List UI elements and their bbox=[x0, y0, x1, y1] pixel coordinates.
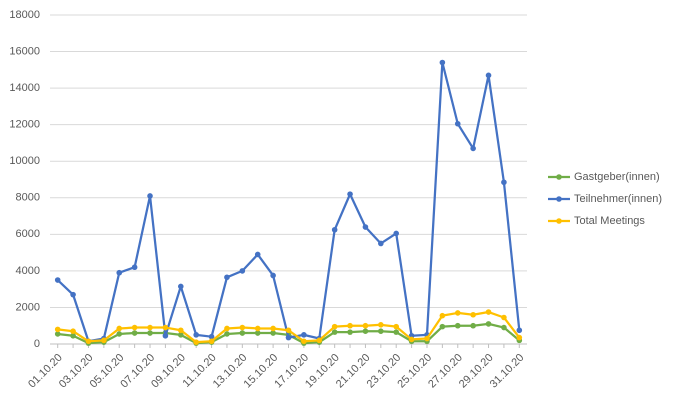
point-marker bbox=[208, 333, 215, 340]
y-tick-label: 14000 bbox=[9, 82, 40, 94]
point-marker bbox=[454, 120, 461, 127]
point-marker bbox=[362, 224, 369, 230]
point-marker bbox=[131, 264, 138, 271]
point-marker bbox=[54, 277, 61, 283]
point-marker bbox=[454, 310, 461, 316]
point-marker bbox=[239, 324, 246, 331]
point-marker bbox=[177, 283, 184, 290]
point-marker bbox=[408, 336, 415, 343]
point-marker bbox=[147, 330, 153, 336]
point-marker bbox=[193, 339, 199, 345]
point-marker bbox=[131, 330, 138, 336]
point-marker bbox=[439, 323, 446, 330]
y-tick-label: 0 bbox=[34, 338, 40, 350]
point-marker bbox=[393, 329, 400, 335]
point-marker bbox=[316, 337, 323, 344]
point-marker bbox=[301, 332, 307, 338]
point-marker bbox=[162, 332, 169, 339]
legend-marker bbox=[556, 196, 562, 202]
point-marker bbox=[116, 325, 123, 332]
point-marker bbox=[362, 328, 369, 335]
point-marker bbox=[331, 323, 338, 330]
point-marker bbox=[193, 332, 199, 338]
x-tick-label: 09.10.20 bbox=[149, 352, 188, 391]
y-tick-label: 6000 bbox=[16, 228, 40, 240]
point-marker bbox=[501, 179, 507, 186]
point-marker bbox=[393, 230, 400, 237]
point-marker bbox=[454, 322, 461, 329]
point-marker bbox=[177, 332, 184, 338]
point-marker bbox=[224, 274, 230, 281]
point-marker bbox=[516, 334, 523, 341]
point-marker bbox=[254, 325, 261, 332]
point-marker bbox=[70, 332, 76, 339]
point-marker bbox=[362, 322, 369, 329]
point-marker bbox=[470, 145, 476, 152]
point-marker bbox=[101, 337, 107, 344]
point-marker bbox=[224, 325, 230, 332]
point-marker bbox=[470, 311, 476, 318]
point-marker bbox=[378, 328, 384, 335]
point-marker bbox=[378, 322, 384, 328]
point-marker bbox=[439, 59, 446, 66]
y-tick-label: 18000 bbox=[9, 9, 40, 21]
point-marker bbox=[70, 328, 76, 335]
point-marker bbox=[470, 322, 476, 329]
point-marker bbox=[270, 272, 276, 279]
point-marker bbox=[254, 251, 261, 258]
point-marker bbox=[54, 326, 61, 333]
point-marker bbox=[54, 331, 61, 337]
legend-label: Total Meetings bbox=[574, 215, 645, 227]
y-tick-label: 16000 bbox=[9, 45, 40, 57]
point-marker bbox=[239, 330, 246, 336]
series-line bbox=[56, 61, 521, 343]
legend-label: Gastgeber(innen) bbox=[574, 171, 660, 183]
point-marker bbox=[347, 329, 353, 335]
point-marker bbox=[254, 330, 261, 336]
point-marker bbox=[347, 191, 353, 197]
y-tick-label: 12000 bbox=[9, 119, 40, 131]
point-marker bbox=[208, 338, 215, 345]
point-marker bbox=[424, 335, 430, 342]
point-marker bbox=[285, 327, 292, 334]
point-marker bbox=[439, 312, 446, 319]
point-marker bbox=[116, 269, 123, 276]
point-marker bbox=[147, 193, 153, 199]
point-marker bbox=[331, 226, 338, 233]
point-marker bbox=[485, 72, 492, 79]
y-tick-label: 10000 bbox=[9, 155, 40, 167]
point-marker bbox=[270, 325, 276, 332]
point-marker bbox=[224, 331, 230, 337]
point-marker bbox=[131, 324, 138, 331]
point-marker bbox=[393, 323, 400, 330]
point-marker bbox=[485, 321, 492, 327]
point-marker bbox=[501, 314, 507, 321]
point-marker bbox=[378, 240, 384, 247]
point-marker bbox=[162, 324, 169, 331]
point-marker bbox=[285, 334, 292, 341]
legend-marker bbox=[556, 218, 562, 224]
point-marker bbox=[270, 330, 276, 336]
y-tick-label: 4000 bbox=[16, 265, 40, 277]
point-marker bbox=[501, 324, 507, 331]
y-tick-label: 2000 bbox=[16, 301, 40, 313]
point-marker bbox=[70, 291, 76, 298]
point-marker bbox=[116, 331, 123, 337]
point-marker bbox=[177, 327, 184, 334]
point-marker bbox=[301, 338, 307, 345]
point-marker bbox=[239, 268, 246, 274]
legend-marker bbox=[556, 174, 562, 180]
point-marker bbox=[516, 327, 523, 334]
point-marker bbox=[331, 329, 338, 335]
legend-label: Teilnehmer(innen) bbox=[574, 193, 662, 205]
point-marker bbox=[485, 309, 492, 315]
point-marker bbox=[147, 324, 153, 331]
y-tick-label: 8000 bbox=[16, 192, 40, 204]
x-tick-label: 31.10.20 bbox=[488, 352, 527, 391]
point-marker bbox=[347, 322, 353, 329]
point-marker bbox=[85, 338, 92, 345]
